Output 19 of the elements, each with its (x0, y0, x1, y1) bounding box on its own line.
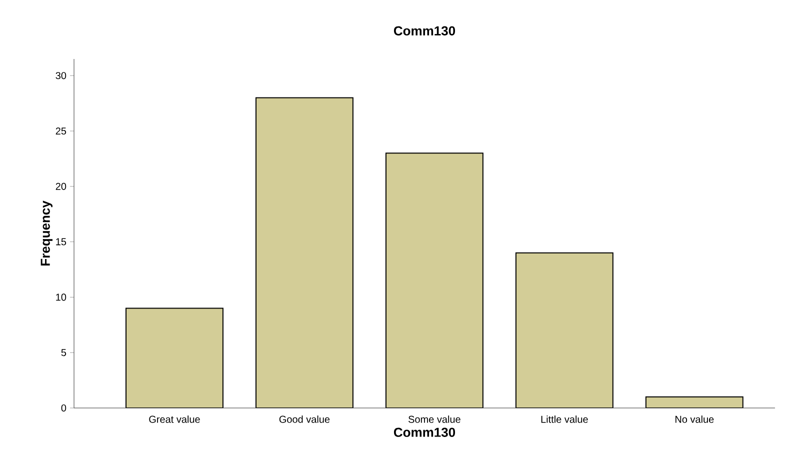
x-tick-label: Great value (149, 416, 200, 423)
y-tick-label: 30 (56, 72, 66, 80)
bar (515, 252, 614, 408)
y-axis-title: Frequency (40, 200, 52, 266)
x-tick-label: Little value (541, 416, 588, 423)
y-tick-label: 25 (56, 127, 66, 135)
y-tick-label: 20 (56, 182, 66, 190)
y-tick-label: 15 (56, 238, 66, 246)
bar (126, 308, 224, 408)
x-tick-label: Good value (279, 416, 330, 423)
chart-title: Comm130 (394, 26, 456, 36)
x-tick-label: Some value (408, 416, 460, 423)
x-axis-title: Comm130 (394, 428, 456, 437)
y-tick-label: 10 (56, 294, 66, 301)
y-tick-label: 0 (61, 404, 66, 412)
y-tick-label: 5 (61, 349, 66, 356)
bar (385, 152, 484, 408)
x-tick-label: No value (675, 416, 714, 423)
bar (255, 97, 354, 408)
